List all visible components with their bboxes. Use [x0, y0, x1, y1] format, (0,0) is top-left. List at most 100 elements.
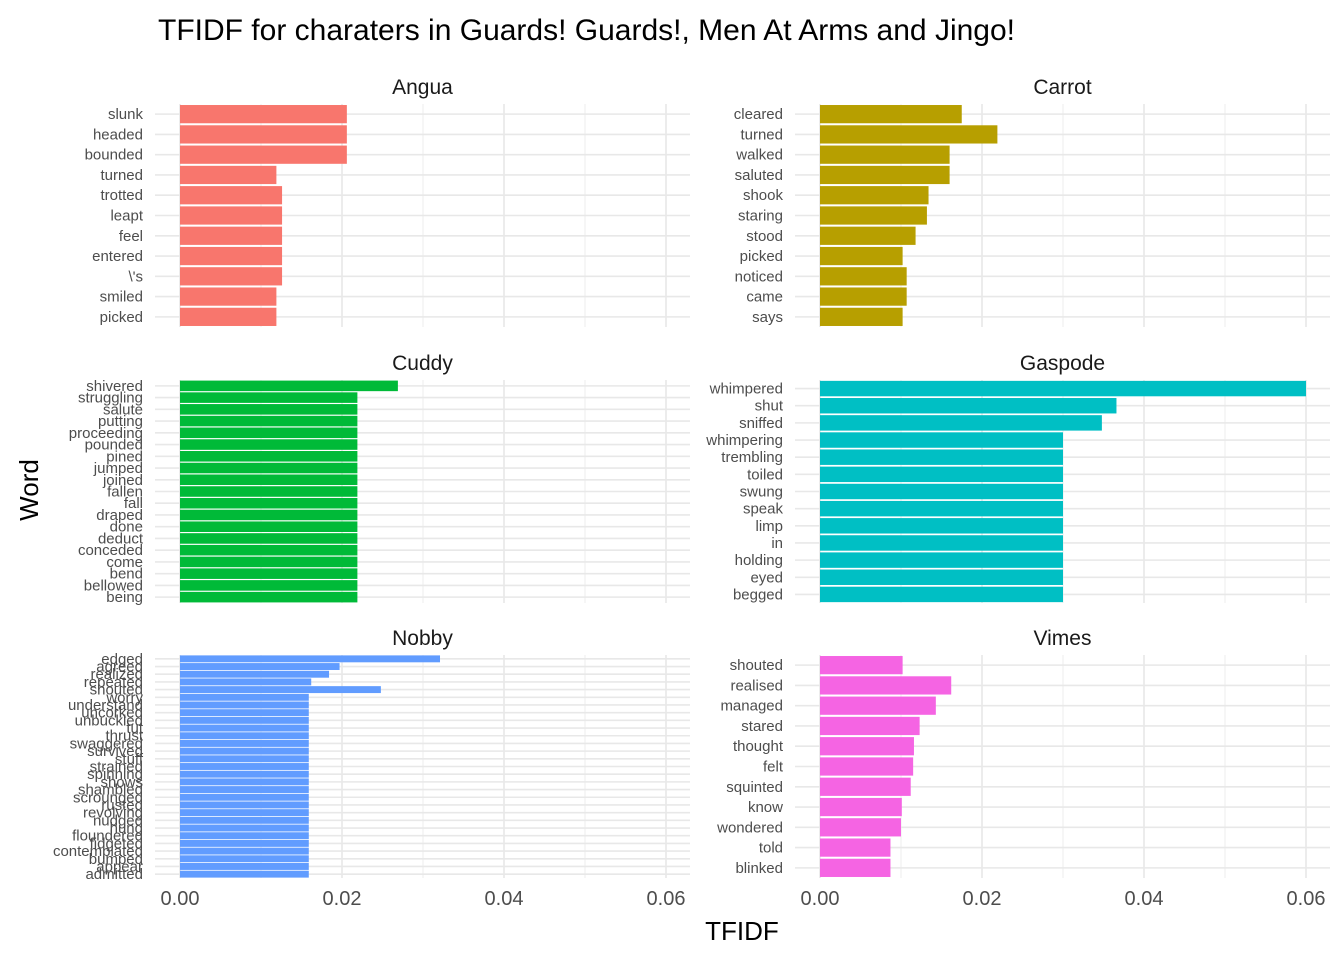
bar: [180, 556, 358, 568]
word-label: leapt: [110, 208, 143, 225]
bar: [180, 521, 358, 532]
bar: [180, 145, 347, 164]
bar: [820, 206, 927, 225]
word-label: repeated: [84, 674, 143, 691]
panel-gaspode: Gaspode whimperedshutsniffedwhimperingtre…: [705, 352, 1330, 603]
x-tick-label: 0.06: [1287, 888, 1326, 910]
word-label: fidgeted: [90, 835, 143, 852]
bar: [180, 755, 309, 763]
word-label: shivered: [86, 378, 143, 395]
word-label: bumped: [89, 851, 143, 868]
bar: [180, 474, 358, 486]
word-label: slunk: [108, 106, 144, 123]
word-label: admitted: [85, 866, 143, 883]
bar: [820, 696, 936, 715]
word-label: \'s: [128, 268, 143, 285]
word-label: picked: [740, 248, 783, 265]
bar: [180, 686, 381, 694]
word-label: bellowed: [84, 577, 143, 594]
word-label: squinted: [726, 779, 783, 796]
bar: [180, 693, 309, 701]
word-label: says: [752, 309, 783, 326]
word-label: bounded: [85, 147, 143, 164]
bar: [820, 287, 907, 306]
word-label: worry: [105, 689, 143, 706]
word-label: swaggered: [70, 735, 143, 752]
word-label: toiled: [747, 466, 783, 483]
word-label: swung: [740, 484, 783, 501]
word-label: conceded: [78, 542, 143, 559]
word-label: came: [746, 289, 783, 306]
bar: [180, 226, 283, 245]
bar: [180, 392, 358, 403]
bar: [180, 863, 309, 870]
bar: [180, 793, 309, 801]
x-tick-label: 0.00: [801, 888, 840, 910]
bar: [820, 432, 1063, 448]
x-tick-label: 0.04: [485, 888, 524, 910]
word-label: done: [110, 519, 143, 536]
x-tick-label: 0.02: [323, 888, 362, 910]
word-label: contemplated: [53, 843, 143, 860]
word-label: whimpered: [709, 381, 783, 398]
bar: [820, 380, 1306, 397]
bar: [180, 655, 441, 663]
bar: [180, 670, 330, 678]
bar: [820, 226, 916, 245]
word-label: picked: [100, 309, 143, 326]
x-tick-label: 0.04: [1125, 888, 1164, 910]
word-label: entered: [92, 248, 143, 265]
word-label: shouted: [90, 682, 143, 699]
word-label: staring: [738, 208, 783, 225]
word-label: pounded: [85, 437, 143, 454]
x-tick-label: 0.00: [161, 888, 200, 910]
word-label: stood: [746, 228, 783, 245]
bar: [180, 816, 309, 824]
word-label: floundered: [72, 828, 143, 845]
word-label: turned: [100, 167, 143, 184]
word-label: being: [106, 589, 143, 606]
bar: [820, 535, 1063, 551]
bar: [820, 307, 903, 326]
bar: [180, 451, 358, 462]
bar: [180, 427, 358, 439]
word-label: unbuckled: [75, 712, 143, 729]
word-label: uncorked: [81, 705, 143, 722]
word-label: limp: [755, 518, 783, 535]
panel-nobby: Nobby edgedagreedrealizedrepeatedshoutedw…: [53, 627, 690, 910]
word-label: shouted: [730, 657, 783, 674]
bar: [820, 246, 903, 266]
word-label: shambled: [78, 782, 143, 799]
x-axis-label: TFIDF: [705, 916, 779, 946]
bar: [820, 466, 1063, 483]
word-label: edged: [101, 651, 143, 668]
bar: [820, 777, 911, 796]
bar: [180, 809, 309, 817]
bar: [180, 580, 358, 591]
word-label: bend: [110, 566, 143, 583]
bar: [820, 716, 920, 736]
bar: [180, 839, 309, 847]
word-label: eyed: [750, 569, 783, 586]
word-label: realized: [90, 666, 143, 683]
word-label: thought: [733, 738, 784, 755]
word-label: noticed: [735, 268, 783, 285]
word-label: scrounged: [73, 789, 143, 806]
bar: [180, 870, 309, 878]
panel-title-cuddy: Cuddy: [392, 352, 453, 375]
bar: [820, 125, 998, 144]
panel-title-gaspode: Gaspode: [1020, 352, 1105, 375]
word-label: headed: [93, 126, 143, 143]
word-label: saluted: [735, 167, 783, 184]
word-label: walked: [735, 147, 783, 164]
word-label: told: [759, 840, 783, 857]
bar: [180, 847, 309, 855]
bar: [180, 533, 358, 544]
panel-angua: Angua slunk headed bounded turned trotted leap…: [85, 76, 690, 327]
bar: [180, 732, 309, 740]
bar: [180, 701, 309, 709]
bar: [180, 125, 347, 144]
bar: [180, 206, 283, 225]
bar: [820, 449, 1063, 465]
word-label: joined: [102, 472, 143, 489]
